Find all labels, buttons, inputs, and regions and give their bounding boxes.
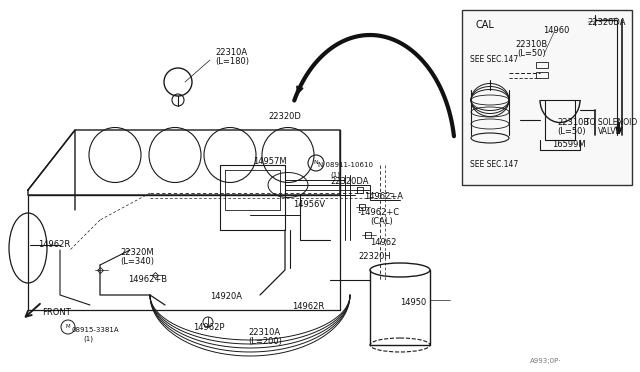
Text: (1): (1) [83, 336, 93, 343]
Text: 14962+B: 14962+B [128, 275, 167, 284]
Text: VALVE: VALVE [598, 127, 621, 136]
Text: 14950: 14950 [400, 298, 426, 307]
Text: 14962: 14962 [370, 238, 396, 247]
Bar [536, 72, 548, 78]
Text: (L=50): (L=50) [517, 49, 546, 58]
Text: 16599M: 16599M [552, 140, 586, 149]
Text: (L=340): (L=340) [120, 257, 154, 266]
Text: 22310B: 22310B [515, 40, 547, 49]
Text: 22320D: 22320D [268, 112, 301, 121]
Text: 14957M: 14957M [253, 157, 287, 166]
Text: N: N [314, 160, 318, 166]
Text: -14962+C: -14962+C [358, 208, 400, 217]
Bar [462, 10, 632, 185]
Text: SEE SEC.147: SEE SEC.147 [470, 160, 518, 169]
Text: SEE SEC.147: SEE SEC.147 [470, 55, 518, 64]
Text: 08915-3381A: 08915-3381A [72, 327, 120, 333]
Text: 14962+A: 14962+A [364, 192, 403, 201]
Text: 22320M: 22320M [120, 248, 154, 257]
Text: (L=200): (L=200) [248, 337, 282, 346]
Text: FRONT: FRONT [42, 308, 71, 317]
Text: 22320DA: 22320DA [330, 177, 369, 186]
Text: 14960: 14960 [543, 26, 570, 35]
Text: TO SOLENOID: TO SOLENOID [585, 118, 637, 127]
Text: 14962P: 14962P [193, 323, 225, 332]
Text: (CAL): (CAL) [370, 217, 393, 226]
Text: 22320H: 22320H [358, 252, 391, 261]
Text: 22320DA: 22320DA [587, 18, 625, 27]
Bar [536, 62, 548, 68]
Text: 14962R: 14962R [292, 302, 324, 311]
Text: 22310B: 22310B [557, 118, 589, 127]
Text: 14962R: 14962R [38, 240, 70, 249]
Text: (L=180): (L=180) [215, 57, 249, 66]
Text: N 08911-10610: N 08911-10610 [318, 162, 373, 168]
Text: CAL: CAL [476, 20, 495, 30]
Text: A993;0P·: A993;0P· [530, 358, 561, 364]
Text: (L=50): (L=50) [557, 127, 586, 136]
Text: (1): (1) [330, 171, 340, 177]
Text: 14920A: 14920A [210, 292, 242, 301]
Text: 14956V: 14956V [293, 200, 325, 209]
Text: M: M [66, 324, 70, 330]
Text: 22310A: 22310A [215, 48, 247, 57]
Text: 22310A: 22310A [248, 328, 280, 337]
